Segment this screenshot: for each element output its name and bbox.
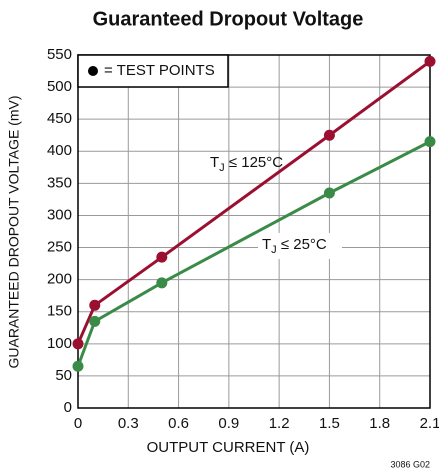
label-main: T — [210, 154, 219, 171]
data-point — [424, 55, 436, 67]
y-tick-label: 200 — [47, 271, 72, 288]
y-tick-label: 450 — [47, 110, 72, 127]
x-tick-label: 0 — [74, 415, 82, 432]
y-tick-label: 250 — [47, 239, 72, 256]
data-point — [89, 299, 101, 311]
x-tick-label: 1.2 — [269, 415, 290, 432]
legend-dot — [88, 66, 98, 76]
data-point — [72, 360, 84, 372]
label-main: T — [262, 236, 271, 253]
x-tick-label: 1.8 — [369, 415, 390, 432]
series-label: TJ ≤ 125°C — [210, 154, 283, 174]
data-point — [72, 338, 84, 350]
data-point — [323, 129, 335, 141]
chart-title: Guaranteed Dropout Voltage — [93, 8, 364, 30]
y-tick-label: 350 — [47, 174, 72, 191]
figure-code: 3086 G02 — [390, 459, 430, 469]
data-point — [156, 251, 168, 263]
y-axis-label: GUARANTEED DROPOUT VOLTAGE (mV) — [6, 95, 22, 368]
y-tick-label: 100 — [47, 335, 72, 352]
data-point — [89, 315, 101, 327]
label-rest: ≤ 25°C — [277, 236, 327, 253]
x-tick-label: 0.6 — [168, 415, 189, 432]
legend-box — [77, 54, 229, 88]
data-point — [424, 136, 436, 148]
label-sub: J — [219, 162, 225, 174]
series-line — [76, 140, 431, 367]
data-point — [156, 277, 168, 289]
y-tick-label: 400 — [47, 142, 72, 159]
y-tick-label: 550 — [47, 46, 72, 63]
x-tick-label: 1.5 — [319, 415, 340, 432]
y-tick-label: 300 — [47, 206, 72, 223]
label-sub: J — [271, 244, 277, 256]
y-tick-label: 150 — [47, 303, 72, 320]
y-tick-label: 0 — [64, 399, 72, 416]
label-rest: ≤ 125°C — [225, 154, 284, 171]
x-tick-label: 0.3 — [118, 415, 139, 432]
data-point — [323, 187, 335, 199]
x-tick-label: 2.1 — [420, 415, 439, 432]
plot-frame — [77, 54, 431, 409]
x-tick-label: 0.9 — [218, 415, 239, 432]
x-axis-label: OUTPUT CURRENT (A) — [147, 439, 310, 456]
legend-text: = TEST POINTS — [104, 62, 215, 79]
y-tick-label: 50 — [55, 367, 72, 384]
label-background — [258, 233, 342, 259]
y-tick-label: 500 — [47, 78, 72, 95]
series-label: TJ ≤ 25°C — [262, 236, 327, 256]
